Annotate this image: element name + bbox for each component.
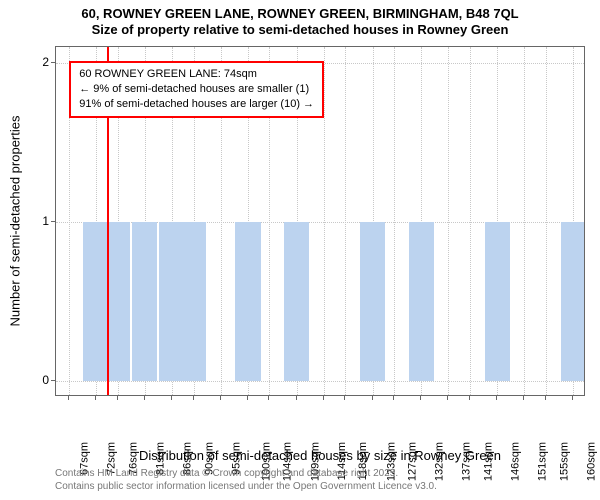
x-tick-mark bbox=[117, 396, 118, 400]
x-tick-label: 155sqm bbox=[559, 442, 571, 481]
histogram-bar bbox=[360, 222, 385, 381]
y-tick-mark bbox=[51, 62, 55, 63]
gridline-horizontal bbox=[56, 381, 584, 382]
chart-titles: 60, ROWNEY GREEN LANE, ROWNEY GREEN, BIR… bbox=[0, 0, 600, 39]
x-tick-mark bbox=[323, 396, 324, 400]
x-tick-mark bbox=[372, 396, 373, 400]
x-tick-mark bbox=[447, 396, 448, 400]
x-tick-mark bbox=[496, 396, 497, 400]
x-tick-mark bbox=[193, 396, 194, 400]
x-tick-mark bbox=[95, 396, 96, 400]
y-tick-label: 2 bbox=[33, 55, 49, 69]
callout-box: 60 ROWNEY GREEN LANE: 74sqm← 9% of semi-… bbox=[69, 61, 324, 118]
gridline-vertical bbox=[345, 47, 346, 395]
x-tick-label: 146sqm bbox=[510, 442, 522, 481]
callout-line: 91% of semi-detached houses are larger (… bbox=[79, 97, 314, 112]
gridline-vertical bbox=[546, 47, 547, 395]
y-tick-label: 1 bbox=[33, 214, 49, 228]
histogram-bar bbox=[132, 222, 157, 381]
histogram-bar bbox=[561, 222, 586, 381]
x-axis-label: Distribution of semi-detached houses by … bbox=[139, 448, 501, 463]
histogram-bar bbox=[235, 222, 260, 381]
histogram-bar bbox=[409, 222, 434, 381]
x-tick-mark bbox=[393, 396, 394, 400]
gridline-vertical bbox=[394, 47, 395, 395]
gridline-vertical bbox=[470, 47, 471, 395]
footer-line-1: Contains HM Land Registry data © Crown c… bbox=[55, 468, 437, 481]
gridline-vertical bbox=[448, 47, 449, 395]
x-tick-mark bbox=[420, 396, 421, 400]
x-tick-mark bbox=[296, 396, 297, 400]
footer-line-2: Contains public sector information licen… bbox=[55, 481, 437, 494]
callout-line: 60 ROWNEY GREEN LANE: 74sqm bbox=[79, 67, 314, 82]
callout-line: ← 9% of semi-detached houses are smaller… bbox=[79, 82, 314, 97]
x-tick-mark bbox=[247, 396, 248, 400]
x-tick-mark bbox=[572, 396, 573, 400]
gridline-vertical bbox=[524, 47, 525, 395]
x-tick-mark bbox=[344, 396, 345, 400]
title-main: 60, ROWNEY GREEN LANE, ROWNEY GREEN, BIR… bbox=[0, 6, 600, 22]
x-tick-mark bbox=[68, 396, 69, 400]
x-tick-mark bbox=[545, 396, 546, 400]
title-sub: Size of property relative to semi-detach… bbox=[0, 22, 600, 38]
y-tick-label: 0 bbox=[33, 373, 49, 387]
histogram-bar bbox=[284, 222, 309, 381]
x-tick-mark bbox=[523, 396, 524, 400]
x-tick-mark bbox=[144, 396, 145, 400]
chart-stage: 60, ROWNEY GREEN LANE, ROWNEY GREEN, BIR… bbox=[0, 0, 600, 500]
x-tick-mark bbox=[268, 396, 269, 400]
x-tick-label: 160sqm bbox=[586, 442, 598, 481]
plot-area: 60 ROWNEY GREEN LANE: 74sqm← 9% of semi-… bbox=[55, 46, 585, 396]
y-axis-label: Number of semi-detached properties bbox=[8, 116, 23, 327]
x-tick-label: 151sqm bbox=[537, 442, 549, 481]
histogram-bar bbox=[485, 222, 510, 381]
y-tick-mark bbox=[51, 221, 55, 222]
x-tick-mark bbox=[171, 396, 172, 400]
histogram-bar bbox=[181, 222, 206, 381]
x-tick-mark bbox=[220, 396, 221, 400]
x-tick-mark bbox=[469, 396, 470, 400]
footer-attribution: Contains HM Land Registry data © Crown c… bbox=[55, 468, 437, 493]
y-tick-mark bbox=[51, 380, 55, 381]
